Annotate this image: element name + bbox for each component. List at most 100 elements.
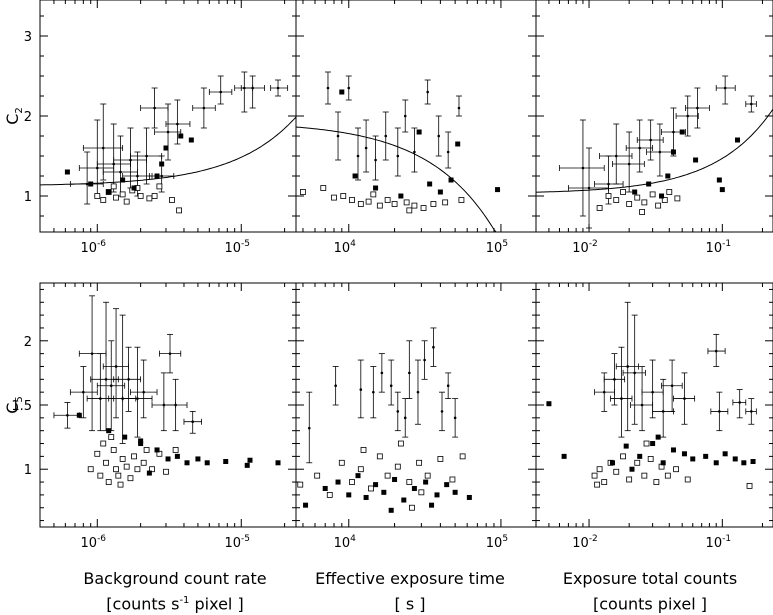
panel-r1c1-filled-square-14 <box>452 489 458 495</box>
panel-r0c1-open-square-13 <box>430 201 437 207</box>
panel-r0c1-errbar-point-13 <box>446 150 450 154</box>
panel-r1c0-filled-square-15 <box>138 438 144 444</box>
panel-r0c2-errbar-point-4 <box>638 146 642 150</box>
panel-r0c0-errbar-point-1 <box>112 162 115 166</box>
panel-r0c1-fit-curve <box>295 126 536 233</box>
panel-r1c0-errbar-point-1 <box>82 390 85 394</box>
panel-r1c0-open-square-12 <box>131 453 137 460</box>
panel-r1c1-open-square-2 <box>326 491 333 498</box>
panel-r1c1-open-square-10 <box>406 479 413 485</box>
panel-r1c0-errbar-point-0 <box>66 413 69 417</box>
panel-r1c2-filled-square-7 <box>670 447 676 453</box>
panel-r0c2-open-square-10 <box>596 205 603 211</box>
panel-r0c1-errbar-point-6 <box>384 134 388 138</box>
panel-r0c0-open-square-8 <box>146 195 153 202</box>
panel-r0c1-filled-square-9 <box>437 189 443 195</box>
panel-r0c2-open-square-2 <box>620 189 626 195</box>
panel-r1c2-open-square-0 <box>591 472 598 479</box>
panel-r1c1-filled-square-15 <box>466 494 472 500</box>
x-axis-label-col2: Exposure total counts [counts pixel ] <box>530 568 770 615</box>
panel-r0c2-errbar-point-7 <box>672 130 675 134</box>
panel-r0c0-y-tick-label-2: 3 <box>24 30 32 45</box>
panel-r0c1-open-square-14 <box>442 199 449 206</box>
panel-r1c2-errbar-point-5 <box>640 403 644 407</box>
panel-r1c1-filled-square-17 <box>388 507 394 513</box>
panel-r1c0-open-square-13 <box>134 466 141 473</box>
panel-r1c0-filled-square-12 <box>247 457 253 463</box>
panel-r1c1-errbar-point-13 <box>446 384 450 388</box>
panel-r0c1-open-square-4 <box>349 197 355 203</box>
panel-r0c2-errbar-point-2 <box>614 154 618 158</box>
panel-r1c0-filled-square-6 <box>174 453 180 459</box>
panel-r1c1-filled-square-1 <box>322 485 328 491</box>
panel-r0c1-filled-square-8 <box>398 193 404 199</box>
panel-r1c2-filled-square-5 <box>650 441 656 447</box>
panel-r1c1-x-tick-label-1: 105 <box>486 534 508 551</box>
panel-r1c1-open-square-14 <box>449 476 456 483</box>
panel-r0c1-errbar-point-1 <box>336 134 340 138</box>
panel-r0c0-errbar-point-8 <box>166 130 170 134</box>
panel-r1c1-filled-square-5 <box>363 494 369 500</box>
panel-r1c0-x-tick-label-1: 10-5 <box>224 534 250 551</box>
panel-r1c2-errbar-point-11 <box>718 410 721 413</box>
panel-r1c0-open-square-5 <box>105 479 112 485</box>
panel-r0c0-errbar-point-7 <box>153 106 156 110</box>
panel-r0c2-errbar-point-9 <box>696 106 699 110</box>
panel-r0c1-errbar-point-3 <box>356 154 360 158</box>
x-axis-label-col2-line1: Exposure total counts <box>562 569 738 588</box>
panel-r1c2-errbar-point-13 <box>750 410 753 413</box>
panel-r1c2-filled-square-14 <box>741 460 747 466</box>
panel-r1c2-x-tick-label-1: 10-1 <box>706 534 732 551</box>
panel-r1c1-errbar-point-11 <box>432 345 435 349</box>
panel-r1c0-open-square-7 <box>113 466 119 473</box>
panel-r0c1-open-square-16 <box>406 207 413 214</box>
panel-r0c2-open-square-9 <box>666 189 673 195</box>
x-axis-label-col0: Background count rate [counts s-1 pixel … <box>40 568 310 615</box>
panel-r1c1-filled-square-3 <box>346 492 352 498</box>
panel-r0c0-errbar-point-14 <box>276 86 280 90</box>
panel-r0c1-errbar-point-9 <box>413 150 416 154</box>
panel-r0c2-open-square-5 <box>641 199 648 206</box>
panel-r0c2-errbar-point-12 <box>607 182 610 186</box>
panel-r0c0-open-square-13 <box>156 183 163 190</box>
panel-r1c2-filled-square-1 <box>561 453 567 459</box>
panel-r1c0-y-tick-label-0: 1 <box>24 463 32 478</box>
panel-r1c2-filled-square-3 <box>623 443 629 449</box>
panel-r1c2-filled-square-10 <box>703 453 709 459</box>
panel-r0c1-open-square-1 <box>320 185 327 191</box>
panel-r0c1-open-square-8 <box>384 197 391 203</box>
panel-r1c2-frame <box>535 282 773 528</box>
panel-r1c1-filled-square-8 <box>392 476 398 482</box>
panel-r1c2-filled-square-16 <box>655 434 661 440</box>
panel-r0c1-filled-square-6 <box>427 181 433 187</box>
panel-r1c2-x-tick-label-0: 10-2 <box>572 534 598 551</box>
panel-r1c1-open-square-0 <box>297 481 304 488</box>
panel-r1c0-open-square-8 <box>115 472 122 479</box>
panel-r0c0-open-square-4 <box>119 191 126 198</box>
panel-r0c0-errbar-point-6 <box>145 154 148 158</box>
panel-r1c2-filled-square-15 <box>750 459 756 465</box>
panel-r0c0-errbar-point-5 <box>129 158 132 162</box>
panel-r0c0-x-tick-label-0: 10-6 <box>81 239 107 256</box>
panel-r1c1-open-square-8 <box>384 472 391 479</box>
panel-r1c1-filled-square-7 <box>381 489 387 495</box>
panel-r1c0-errbar-point-4 <box>104 378 108 381</box>
panel-r0c2-filled-square-4 <box>665 173 671 179</box>
panel-r1c0-errbar-point-5 <box>109 384 113 388</box>
panel-r0c2-filled-square-9 <box>659 193 665 199</box>
panel-r0c2-filled-square-3 <box>679 129 685 135</box>
panel-r0c0-open-square-12 <box>176 207 182 214</box>
panel-r1c0-open-square-19 <box>108 434 115 441</box>
panel-r0c1-errbar-point-0 <box>326 86 330 90</box>
panel-r0c2-filled-square-1 <box>716 177 722 183</box>
panel-r1c0-y-tick-label-1: 1.5 <box>11 399 32 414</box>
panel-r0c1-open-square-7 <box>376 202 383 209</box>
panel-r0c2-errbar-point-8 <box>686 114 690 118</box>
panel-r1c0-errbar-point-10 <box>142 390 145 394</box>
panel-r0c1-open-square-15 <box>458 197 465 203</box>
panel-r1c1-errbar-point-2 <box>359 388 363 391</box>
panel-r1c1-x-tick-label-0: 104 <box>334 534 357 551</box>
panel-r1c2-filled-square-0 <box>546 401 552 407</box>
x-axis-label-col0-line2: [counts s-1 pixel ] <box>106 594 244 614</box>
panel-r1c2-errbar-point-9 <box>683 397 686 400</box>
